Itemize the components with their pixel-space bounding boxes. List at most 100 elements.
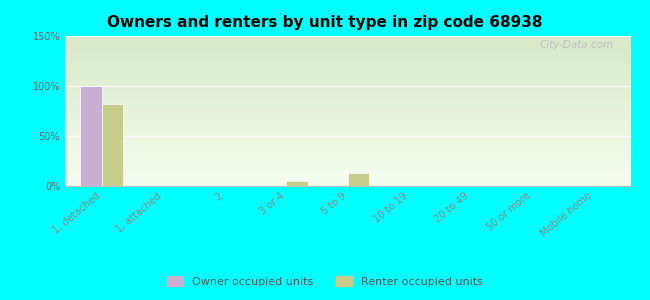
- Bar: [65, 99, 630, 100]
- Bar: [65, 88, 630, 89]
- Bar: [65, 155, 630, 156]
- Bar: [65, 62, 630, 63]
- Bar: [65, 171, 630, 172]
- Bar: [65, 97, 630, 98]
- Bar: [65, 89, 630, 90]
- Bar: [65, 149, 630, 150]
- Bar: [65, 122, 630, 123]
- Bar: [65, 115, 630, 116]
- Bar: [65, 72, 630, 73]
- Bar: [65, 107, 630, 108]
- Bar: [65, 136, 630, 137]
- Bar: [102, 104, 124, 186]
- Bar: [65, 83, 630, 84]
- Bar: [65, 181, 630, 182]
- Bar: [65, 71, 630, 72]
- Bar: [65, 153, 630, 154]
- Bar: [65, 46, 630, 47]
- Bar: [65, 105, 630, 106]
- Bar: [65, 73, 630, 74]
- Bar: [65, 60, 630, 61]
- Text: City-Data.com: City-Data.com: [540, 40, 614, 50]
- Bar: [65, 131, 630, 132]
- Bar: [65, 90, 630, 91]
- Bar: [65, 173, 630, 174]
- Bar: [65, 172, 630, 173]
- Bar: [65, 108, 630, 109]
- Bar: [65, 169, 630, 170]
- Bar: [65, 91, 630, 92]
- Bar: [65, 75, 630, 76]
- Bar: [65, 96, 630, 97]
- Bar: [65, 57, 630, 58]
- Bar: [65, 138, 630, 139]
- Bar: [65, 163, 630, 164]
- Bar: [65, 113, 630, 114]
- Bar: [65, 162, 630, 163]
- Bar: [65, 118, 630, 119]
- Bar: [65, 152, 630, 153]
- Bar: [65, 165, 630, 166]
- Bar: [593, 185, 615, 186]
- Bar: [65, 92, 630, 93]
- Bar: [65, 177, 630, 178]
- Bar: [65, 114, 630, 115]
- Bar: [65, 63, 630, 64]
- Bar: [65, 146, 630, 147]
- Bar: [65, 39, 630, 40]
- Bar: [65, 111, 630, 112]
- Bar: [65, 167, 630, 168]
- Bar: [65, 36, 630, 37]
- Bar: [65, 133, 630, 134]
- Bar: [65, 126, 630, 127]
- Bar: [65, 55, 630, 56]
- Bar: [65, 94, 630, 95]
- Bar: [348, 173, 369, 186]
- Bar: [65, 137, 630, 138]
- Bar: [65, 119, 630, 120]
- Bar: [65, 145, 630, 146]
- Bar: [65, 109, 630, 110]
- Bar: [65, 180, 630, 181]
- Bar: [65, 85, 630, 86]
- Bar: [65, 93, 630, 94]
- Bar: [65, 175, 630, 176]
- Bar: [65, 77, 630, 78]
- Bar: [65, 98, 630, 99]
- Bar: [65, 110, 630, 111]
- Bar: [65, 144, 630, 145]
- Bar: [65, 59, 630, 60]
- Bar: [65, 37, 630, 38]
- Bar: [65, 168, 630, 169]
- Bar: [65, 174, 630, 175]
- Bar: [65, 61, 630, 62]
- Bar: [65, 48, 630, 49]
- Bar: [65, 121, 630, 122]
- Bar: [65, 95, 630, 96]
- Bar: [65, 68, 630, 69]
- Bar: [65, 158, 630, 159]
- Bar: [65, 164, 630, 165]
- Bar: [65, 51, 630, 52]
- Bar: [65, 69, 630, 70]
- Bar: [286, 181, 308, 186]
- Bar: [65, 183, 630, 184]
- Bar: [65, 86, 630, 87]
- Bar: [65, 82, 630, 83]
- Bar: [65, 157, 630, 158]
- Bar: [65, 129, 630, 130]
- Bar: [65, 54, 630, 55]
- Bar: [65, 134, 630, 135]
- Bar: [65, 127, 630, 128]
- Bar: [65, 100, 630, 101]
- Bar: [65, 142, 630, 143]
- Bar: [65, 87, 630, 88]
- Bar: [65, 45, 630, 46]
- Bar: [65, 50, 630, 51]
- Bar: [65, 103, 630, 104]
- Bar: [65, 143, 630, 144]
- Bar: [65, 176, 630, 177]
- Bar: [65, 182, 630, 183]
- Bar: [65, 124, 630, 125]
- Bar: [65, 128, 630, 129]
